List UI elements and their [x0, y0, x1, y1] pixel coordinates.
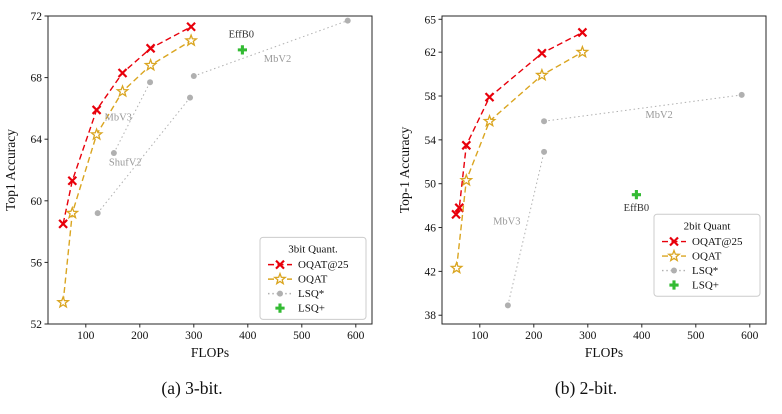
series-LSQ* — [94, 17, 351, 217]
y-tick-label: 50 — [425, 179, 437, 191]
axes: 100 200 300 400 500 600 52 56 60 64 68 72 FLOPs Top1 … — [3, 11, 373, 360]
chart-3bit-canvas: 100 200 300 400 500 600 52 56 60 64 68 72 FLOPs Top1 … — [2, 8, 382, 366]
legend-entry-OQAT@25: OQAT@25 — [692, 236, 743, 248]
x-tick-label: 400 — [239, 330, 257, 342]
legend-entry-LSQ+: LSQ+ — [298, 303, 325, 315]
series-LSQ+ — [237, 45, 247, 55]
annotation-ShufV2: ShufV2 — [109, 157, 142, 168]
legend-box — [653, 213, 761, 297]
y-tick-label: 56 — [31, 257, 43, 269]
x-tick-label: 100 — [77, 330, 95, 342]
y-tick-label: 60 — [31, 196, 43, 208]
legend: 3bit Quant. OQAT@25 OQAT LSQ* LSQ+ — [259, 236, 367, 320]
caption-b: (b) 2-bit. — [554, 378, 618, 398]
series-OQAT@25 — [58, 22, 196, 229]
x-tick-label: 300 — [579, 330, 597, 342]
legend-entry-LSQ*: LSQ* — [298, 288, 324, 300]
x-axis-label: FLOPs — [585, 345, 623, 360]
x-tick-label: 400 — [633, 330, 651, 342]
figure: 100 200 300 400 500 600 52 56 60 64 68 72 FLOPs Top1 … — [2, 8, 776, 399]
legend-box — [259, 236, 367, 320]
annotation-MbV2: MbV2 — [645, 110, 672, 121]
y-tick-label: 65 — [425, 14, 437, 26]
x-tick-label: 500 — [293, 330, 311, 342]
legend-entry-LSQ*: LSQ* — [692, 265, 718, 277]
legend-entry-LSQ+: LSQ+ — [692, 280, 719, 292]
series-OQAT@25 — [451, 27, 588, 220]
x-tick-label: 500 — [687, 330, 705, 342]
y-tick-label: 64 — [31, 134, 43, 146]
caption-a: (a) 3-bit. — [161, 378, 223, 398]
axes: 100 200 300 400 500 600 38 42 46 50 54 58 62 65 FLOPs T… — [397, 14, 767, 360]
y-tick-label: 46 — [425, 223, 437, 235]
y-tick-label: 68 — [31, 73, 43, 85]
x-tick-label: 200 — [525, 330, 543, 342]
series-OQAT — [449, 44, 590, 275]
y-tick-label: 52 — [31, 319, 43, 331]
annotation-MbV3: MbV3 — [104, 113, 131, 124]
legend-entry-OQAT@25: OQAT@25 — [298, 259, 349, 271]
y-tick-label: 72 — [31, 11, 43, 23]
y-tick-label: 62 — [425, 47, 437, 59]
chart-2bit-canvas: 100 200 300 400 500 600 38 42 46 50 54 58 62 65 FLOPs T… — [396, 8, 776, 366]
series-LSQ+ — [631, 190, 641, 200]
series-LSQ* — [504, 91, 745, 309]
y-tick-label: 42 — [425, 266, 437, 278]
y-axis-label: Top1 Accuracy — [3, 129, 18, 211]
legend-title: 2bit Quant — [684, 220, 731, 232]
chart-3bit: 100 200 300 400 500 600 52 56 60 64 68 72 FLOPs Top1 … — [2, 8, 382, 399]
legend-title: 3bit Quant. — [288, 243, 338, 255]
series-OQAT — [56, 33, 199, 309]
x-tick-label: 200 — [131, 330, 149, 342]
y-axis-label: Top-1 Accuracy — [397, 127, 412, 214]
legend-entry-OQAT: OQAT — [692, 251, 722, 263]
y-tick-label: 54 — [425, 135, 437, 147]
x-axis-label: FLOPs — [191, 345, 229, 360]
annotation-EffB0: EffB0 — [624, 203, 649, 214]
x-tick-label: 300 — [185, 330, 203, 342]
annotation-MbV3: MbV3 — [493, 216, 520, 227]
annotation-MbV2: MbV2 — [264, 54, 291, 65]
x-tick-label: 600 — [741, 330, 759, 342]
legend: 2bit Quant OQAT@25 OQAT LSQ* LSQ+ — [653, 213, 761, 297]
y-tick-label: 58 — [425, 91, 437, 103]
x-tick-label: 600 — [347, 330, 365, 342]
x-tick-label: 100 — [471, 330, 489, 342]
legend-entry-OQAT: OQAT — [298, 274, 328, 286]
chart-2bit: 100 200 300 400 500 600 38 42 46 50 54 58 62 65 FLOPs T… — [396, 8, 776, 399]
y-tick-label: 38 — [425, 310, 437, 322]
annotation-EffB0: EffB0 — [229, 30, 254, 41]
